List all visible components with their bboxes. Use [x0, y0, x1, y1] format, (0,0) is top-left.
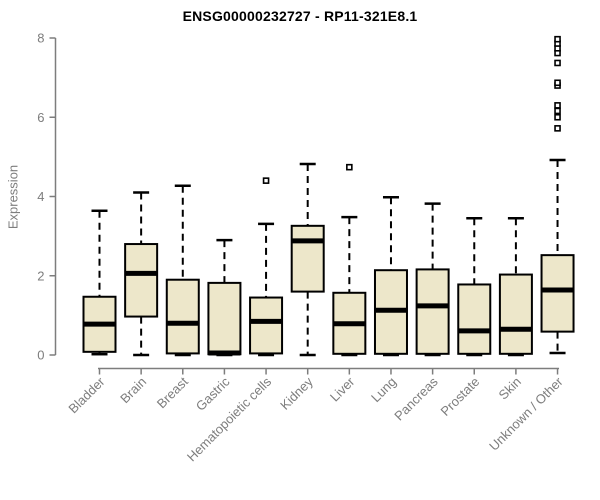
x-tick-label: Liver: [327, 374, 358, 405]
x-tick-label: Pancreas: [391, 374, 441, 424]
box-kidney: [290, 224, 325, 293]
outlier-point: [554, 107, 561, 115]
outlier-point: [346, 163, 353, 171]
outlier-point: [262, 177, 270, 184]
y-tick-label: 6: [37, 110, 44, 125]
outlier-point: [554, 79, 561, 87]
x-tick-label: Skin: [496, 374, 524, 402]
box-hematopoietic-cells: [249, 296, 284, 355]
y-tick-label: 2: [37, 268, 44, 283]
box-brain: [124, 243, 159, 318]
outlier-point: [554, 35, 561, 43]
outlier-point: [554, 113, 561, 121]
box-unknown-other: [540, 254, 575, 333]
box-skin: [498, 273, 533, 355]
chart-title: ENSG00000232727 - RP11-321E8.1: [182, 8, 418, 24]
x-tick-label: Brain: [117, 374, 149, 406]
box-prostate: [457, 283, 492, 355]
outlier-point: [554, 59, 561, 67]
box-pancreas: [415, 268, 450, 355]
y-tick-label: 8: [37, 31, 44, 46]
x-tick-label: Prostate: [438, 374, 483, 419]
x-tick-label: Bladder: [65, 374, 108, 417]
x-tick-label: Kidney: [277, 374, 316, 413]
outlier-point: [554, 125, 561, 132]
box-gastric: [207, 281, 242, 356]
x-tick-label: Unknown / Other: [486, 374, 566, 454]
y-tick-label: 4: [37, 189, 44, 204]
box-breast: [165, 278, 200, 355]
x-tick-label: Lung: [368, 374, 399, 405]
x-tick-label: Breast: [154, 374, 191, 411]
outlier-point: [554, 102, 561, 109]
y-tick-label: 0: [37, 348, 44, 363]
x-tick-label: Gastric: [193, 374, 233, 414]
